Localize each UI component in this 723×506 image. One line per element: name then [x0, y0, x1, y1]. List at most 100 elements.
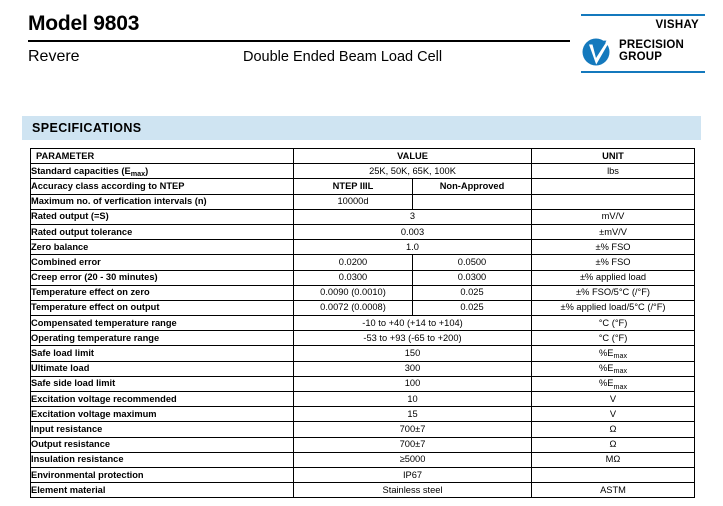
value-cell: 150 — [292, 345, 533, 362]
logo-precision-text: PRECISION — [619, 38, 685, 51]
value-cell: 700±7 — [292, 436, 533, 453]
title-divider — [28, 40, 570, 42]
parameter-cell: Safe load limit — [30, 345, 294, 362]
specifications-heading: SPECIFICATIONS — [32, 121, 142, 135]
unit-cell: ±% applied load — [531, 269, 696, 286]
table-row: Maximum no. of verfication intervals (n)… — [30, 193, 696, 210]
unit-cell: %Emax — [531, 375, 696, 393]
value-cell: 0.003 — [292, 223, 533, 241]
unit-cell: ±% FSO — [531, 239, 696, 256]
table-row: Accuracy class according to NTEP NTEP III… — [30, 178, 696, 195]
unit-cell: Ω — [531, 436, 696, 453]
parameter-cell: Maximum no. of verfication intervals (n) — [30, 193, 294, 210]
value-cell-non-approved: Non-Approved — [411, 178, 533, 195]
parameter-cell: Output resistance — [30, 436, 294, 453]
parameter-cell: Zero balance — [30, 239, 294, 256]
specifications-banner: SPECIFICATIONS — [22, 116, 701, 140]
value-cell: -10 to +40 (+14 to +104) — [292, 315, 533, 332]
brand-name: Revere — [28, 48, 80, 65]
parameter-cell: Insulation resistance — [30, 451, 294, 468]
table-row: Rated output tolerance 0.003 ±mV/V — [30, 223, 696, 241]
unit-cell: Ω — [531, 421, 696, 438]
parameter-cell: Standard capacities (Emax) — [30, 163, 294, 180]
logo-main-row: PRECISION GROUP — [581, 34, 705, 71]
table-row: Operating temperature range -53 to +93 (-… — [30, 330, 696, 347]
logo-vishay-text: VISHAY — [655, 19, 699, 31]
unit-cell: %Emax — [531, 345, 696, 362]
table-row: Combined error 0.0200 0.0500 ±% FSO — [30, 254, 696, 271]
unit-cell: ±% applied load/5°C (/°F) — [531, 299, 696, 317]
parameter-cell: Environmental protection — [30, 466, 294, 484]
unit-cell: V — [531, 406, 696, 423]
table-row: Safe side load limit 100 %Emax — [30, 375, 696, 393]
value-cell: IP67 — [292, 466, 533, 484]
unit-cell — [531, 193, 696, 210]
table-row: Input resistance 700±7 Ω — [30, 421, 696, 438]
unit-cell: ±% FSO — [531, 254, 696, 271]
header-subtitle-row: Revere Double Ended Beam Load Cell — [28, 47, 570, 67]
parameter-cell: Temperature effect on output — [30, 299, 294, 317]
parameter-cell: Input resistance — [30, 421, 294, 438]
specifications-table: PARAMETER VALUE UNIT Standard capacities… — [30, 147, 696, 499]
value-cell: 25K, 50K, 65K, 100K — [292, 163, 533, 180]
value-cell-non-approved: 0.0300 — [411, 269, 533, 286]
value-cell: 100 — [292, 375, 533, 393]
value-cell-approved: 10000d — [293, 193, 413, 210]
value-cell-approved: NTEP IIIL — [293, 178, 413, 195]
table-row: Safe load limit 150 %Emax — [30, 345, 696, 362]
table-row: Temperature effect on zero 0.0090 (0.0010… — [30, 284, 696, 301]
unit-cell: ±% FSO/5°C (/°F) — [531, 284, 696, 301]
table-row: Excitation voltage maximum 15 V — [30, 406, 696, 423]
value-cell-non-approved — [411, 193, 533, 210]
table-row: Temperature effect on output 0.0072 (0.00… — [30, 299, 696, 317]
value-cell-non-approved: 0.0500 — [411, 254, 533, 271]
specifications-table-container: PARAMETER VALUE UNIT Standard capacities… — [30, 147, 696, 499]
vpg-v-mark-icon — [581, 34, 615, 68]
value-cell: 10 — [292, 390, 533, 408]
product-description: Double Ended Beam Load Cell — [243, 49, 443, 65]
unit-cell: lbs — [531, 163, 696, 180]
unit-cell: °C (°F) — [531, 330, 696, 347]
value-cell-approved: 0.0200 — [293, 254, 413, 271]
parameter-cell: Temperature effect on zero — [30, 284, 294, 301]
table-row: Environmental protection IP67 — [30, 466, 696, 484]
value-cell-approved: 0.0090 (0.0010) — [293, 284, 413, 301]
value-cell: 3 — [292, 208, 533, 225]
table-row: Creep error (20 - 30 minutes) 0.0300 0.030… — [30, 269, 696, 286]
table-row: Ultimate load 300 %Emax — [30, 360, 696, 377]
value-cell: 1.0 — [292, 239, 533, 256]
table-row: Element material Stainless steel ASTM — [30, 482, 696, 499]
value-cell-non-approved: 0.025 — [411, 284, 533, 301]
table-row: Output resistance 700±7 Ω — [30, 436, 696, 453]
value-cell: Stainless steel — [292, 482, 533, 499]
unit-cell: %Emax — [531, 360, 696, 377]
table-header-row: PARAMETER VALUE UNIT — [30, 147, 696, 165]
value-cell-approved: 0.0072 (0.0008) — [293, 299, 413, 317]
table-header: PARAMETER VALUE UNIT — [30, 147, 696, 165]
value-cell-non-approved: 0.025 — [411, 299, 533, 317]
parameter-cell: Excitation voltage recommended — [30, 390, 294, 408]
unit-cell: ASTM — [531, 482, 696, 499]
parameter-cell: Safe side load limit — [30, 375, 294, 393]
value-cell: 15 — [292, 406, 533, 423]
table-row: Compensated temperature range -10 to +40 … — [30, 315, 696, 332]
table-row: Excitation voltage recommended 10 V — [30, 390, 696, 408]
value-cell: 700±7 — [292, 421, 533, 438]
page-title: Model 9803 — [28, 12, 140, 35]
unit-cell — [531, 178, 696, 195]
table-body: Standard capacities (Emax) 25K, 50K, 65K,… — [30, 163, 696, 499]
value-cell: ≥5000 — [292, 451, 533, 468]
parameter-cell: Compensated temperature range — [30, 315, 294, 332]
unit-cell: MΩ — [531, 451, 696, 468]
value-cell: 300 — [292, 360, 533, 377]
vpg-logo: VISHAY PRECISION GROUP — [581, 14, 705, 73]
parameter-cell: Operating temperature range — [30, 330, 294, 347]
parameter-cell: Element material — [30, 482, 294, 499]
table-row: Rated output (=S) 3 mV/V — [30, 208, 696, 225]
parameter-cell: Rated output tolerance — [30, 223, 294, 241]
logo-bottom-rule — [581, 71, 705, 73]
parameter-cell: Ultimate load — [30, 360, 294, 377]
header-title-block: Model 9803 Revere Double Ended Beam Load… — [28, 12, 570, 67]
table-row: Zero balance 1.0 ±% FSO — [30, 239, 696, 256]
parameter-cell: Accuracy class according to NTEP — [30, 178, 294, 195]
